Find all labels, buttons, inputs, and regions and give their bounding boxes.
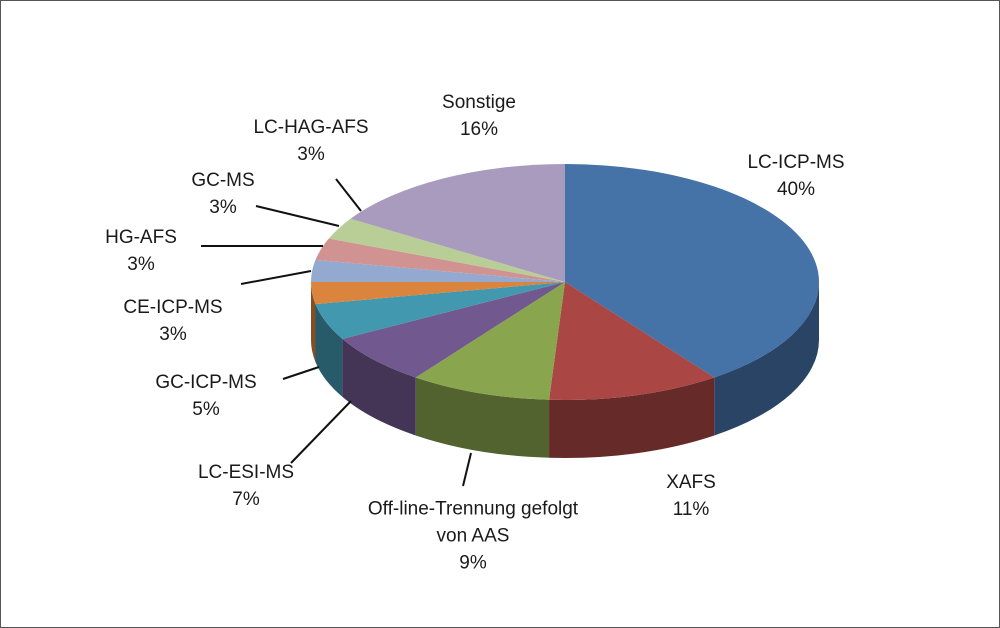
slice-label: LC-ICP-MS 40% (696, 149, 896, 203)
value-label: 16% (459, 119, 499, 140)
pie-slice (565, 164, 819, 378)
leader-line (290, 400, 352, 464)
pie-slice (311, 259, 565, 282)
value-label: 3% (159, 324, 187, 345)
slice-label: LC-HAG-AFS 3% (221, 114, 401, 168)
category-label: GC-ICP-MS (155, 372, 257, 393)
slice-label: Sonstige 16% (409, 89, 549, 143)
leader-line (462, 452, 472, 487)
slice-label: GC-ICP-MS 5% (126, 369, 286, 423)
category-label: Off-line-Trennung gefolgt von AAS (367, 498, 579, 547)
slice-label: HG-AFS 3% (81, 224, 201, 278)
value-label: 3% (127, 254, 155, 275)
value-label: 5% (192, 399, 220, 420)
leader-line (240, 270, 312, 285)
category-label: LC-HAG-AFS (253, 117, 369, 138)
category-label: LC-ESI-MS (197, 462, 295, 483)
slice-side (342, 338, 416, 436)
pie-slice (328, 218, 565, 282)
slice-side (311, 282, 316, 363)
value-label: 40% (776, 179, 816, 200)
pie-slice (342, 282, 565, 378)
slice-label: LC-ESI-MS 7% (176, 459, 316, 513)
slice-label: GC-MS 3% (163, 167, 283, 221)
value-label: 3% (209, 197, 237, 218)
category-label: Sonstige (442, 92, 516, 113)
slice-label: Off-line-Trennung gefolgt von AAS 9% (363, 496, 583, 577)
pie-slice (350, 164, 565, 282)
category-label: XAFS (666, 472, 716, 493)
pie-slice (415, 282, 565, 400)
slice-side (549, 377, 715, 458)
category-label: GC-MS (191, 170, 255, 191)
category-label: LC-ICP-MS (747, 152, 845, 173)
pie-slice (315, 282, 565, 339)
value-label: 3% (297, 144, 325, 165)
slice-side (714, 282, 819, 436)
pie-slice (311, 282, 565, 305)
leader-line (255, 205, 340, 227)
category-label: HG-AFS (105, 227, 177, 248)
value-label: 9% (459, 552, 487, 574)
value-label: 11% (672, 499, 710, 520)
leader-line (335, 178, 362, 212)
leader-line (282, 366, 320, 380)
slice-side (415, 377, 550, 458)
slice-label: XAFS 11% (631, 469, 751, 523)
pie-slice (549, 282, 715, 400)
slice-side (315, 304, 343, 397)
slice-label: CE-ICP-MS 3% (93, 294, 253, 348)
pie-slice (315, 238, 565, 282)
category-label: CE-ICP-MS (123, 297, 223, 318)
value-label: 7% (232, 489, 260, 510)
